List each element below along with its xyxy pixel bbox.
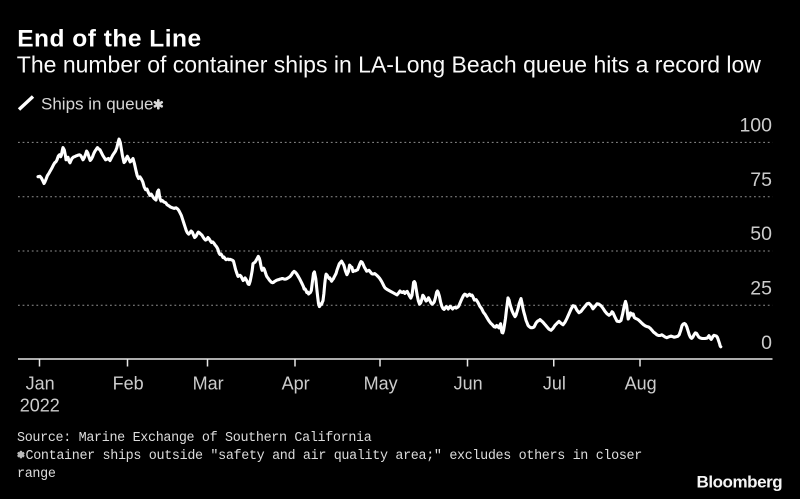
svg-text:End of the Line: End of the Line [17, 26, 201, 53]
svg-text:0: 0 [761, 332, 772, 354]
svg-text:Jan: Jan [26, 373, 55, 393]
svg-text:Source: Marine Exchange of Sou: Source: Marine Exchange of Southern Cali… [17, 431, 372, 446]
svg-text:Ships in queue: Ships in queue [41, 94, 153, 113]
svg-text:range: range [17, 467, 56, 482]
svg-text:Jul: Jul [543, 373, 566, 393]
svg-text:Mar: Mar [193, 373, 224, 393]
svg-text:2022: 2022 [20, 396, 60, 416]
svg-text:Aug: Aug [625, 373, 657, 393]
svg-text:The number of container ships: The number of container ships in LA-Long… [17, 52, 761, 78]
svg-text:Bloomberg: Bloomberg [697, 472, 783, 491]
svg-text:Apr: Apr [282, 373, 310, 393]
svg-text:100: 100 [739, 115, 772, 137]
svg-text:50: 50 [750, 223, 772, 245]
svg-text:Container ships outside "safet: Container ships outside "safety and air … [26, 449, 642, 464]
svg-text:Feb: Feb [113, 373, 144, 393]
svg-text:Jun: Jun [454, 373, 483, 393]
svg-text:25: 25 [750, 278, 772, 300]
svg-text:May: May [364, 373, 398, 393]
svg-text:75: 75 [750, 169, 772, 191]
